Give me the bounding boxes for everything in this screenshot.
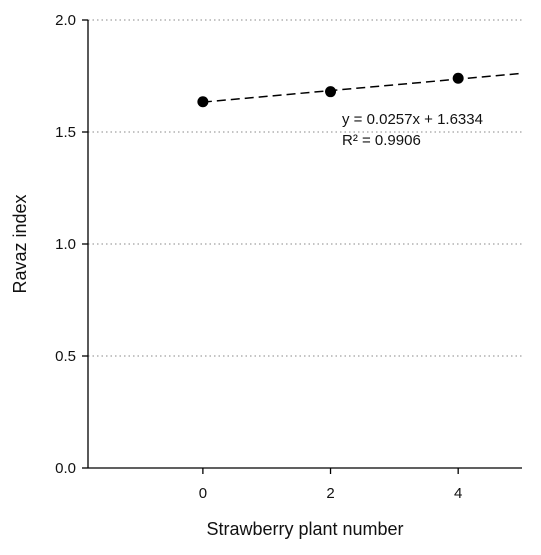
r-squared-label: R² = 0.9906 [342, 132, 421, 149]
axis-ticks: 0.0 0.5 1.0 1.5 2.0 0 2 4 [55, 12, 462, 502]
x-tick-label: 4 [454, 485, 462, 502]
grid-lines [88, 19, 522, 357]
y-tick-label: 1.0 [55, 236, 76, 253]
trendline [202, 72, 523, 103]
y-tick-label: 0.0 [55, 460, 76, 477]
data-point [452, 72, 464, 84]
trendline-layer [202, 72, 523, 103]
data-point [325, 86, 337, 98]
y-tick-label: 0.5 [55, 348, 76, 365]
data-points [197, 72, 464, 108]
y-tick-label: 1.5 [55, 124, 76, 141]
trendline-equation: y = 0.0257x + 1.6334 [342, 111, 483, 128]
x-tick-label: 0 [199, 485, 207, 502]
data-point [197, 96, 209, 108]
x-tick-label: 2 [326, 485, 334, 502]
x-axis-label: Strawberry plant number [206, 519, 403, 539]
y-tick-label: 2.0 [55, 12, 76, 29]
y-axis-label: Ravaz index [10, 194, 30, 293]
